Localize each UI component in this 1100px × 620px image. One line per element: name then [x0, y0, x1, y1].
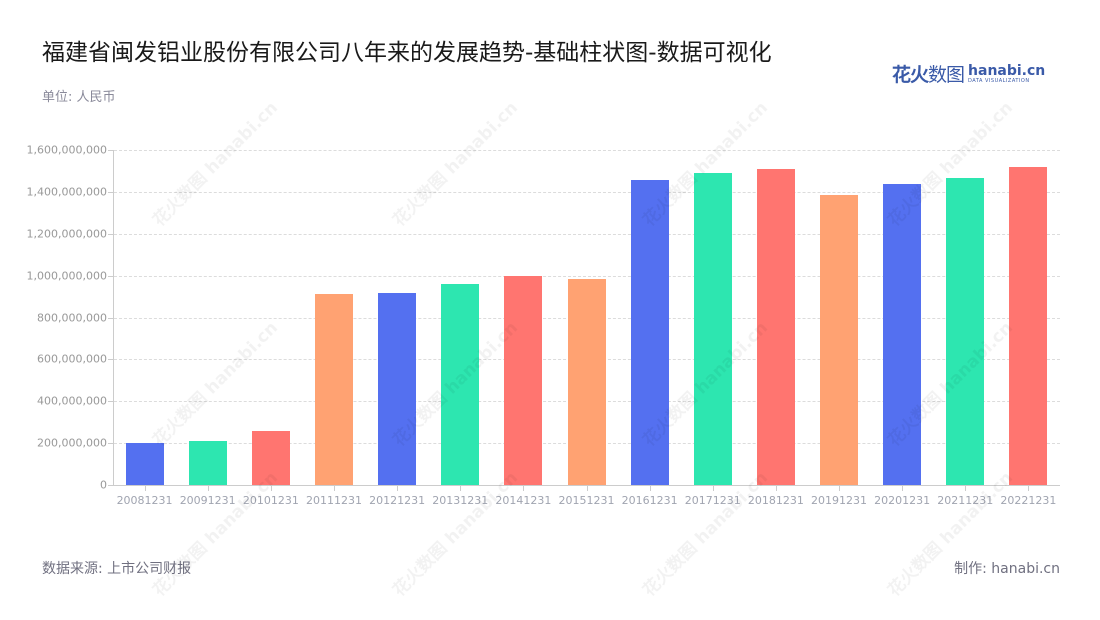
- bar-20101231[interactable]: [251, 430, 290, 485]
- y-tick-label: 1,000,000,000: [26, 269, 107, 283]
- y-tick-label: 1,400,000,000: [26, 185, 107, 199]
- y-tick-label: 0: [100, 478, 107, 492]
- x-tick-label: 20161231: [621, 494, 678, 507]
- x-tick-label: 20191231: [811, 494, 868, 507]
- y-tick-mark: [108, 443, 113, 444]
- gridline: [114, 192, 1060, 193]
- x-tick-mark: [839, 486, 840, 491]
- y-tick-mark: [108, 401, 113, 402]
- bar-20211231[interactable]: [946, 177, 985, 485]
- bar-20201231[interactable]: [883, 184, 922, 485]
- y-tick-label: 400,000,000: [37, 394, 107, 408]
- y-tick-mark: [108, 192, 113, 193]
- x-tick-label: 20181231: [747, 494, 804, 507]
- chart-title: 福建省闽发铝业股份有限公司八年来的发展趋势-基础柱状图-数据可视化: [42, 40, 772, 66]
- x-tick-mark: [271, 486, 272, 491]
- x-tick-label: 20211231: [937, 494, 994, 507]
- bar-20191231[interactable]: [820, 195, 859, 485]
- y-tick-label: 600,000,000: [37, 352, 107, 366]
- y-tick-mark: [108, 276, 113, 277]
- y-tick-mark: [108, 359, 113, 360]
- x-tick-mark: [523, 486, 524, 491]
- x-tick-label: 20111231: [305, 494, 362, 507]
- logo-cn-text: 花火数图: [892, 60, 965, 87]
- x-tick-label: 20091231: [179, 494, 236, 507]
- gridline: [114, 276, 1060, 277]
- x-tick-mark: [1028, 486, 1029, 491]
- x-tick-mark: [334, 486, 335, 491]
- x-tick-mark: [776, 486, 777, 491]
- hanabi-logo: 花火数图 hanabi.cn DATA VISUALIZATION: [892, 60, 1045, 87]
- y-tick-mark: [108, 318, 113, 319]
- y-tick-mark: [108, 485, 113, 486]
- y-tick-mark: [108, 150, 113, 151]
- y-tick-label: 1,600,000,000: [26, 143, 107, 157]
- bar-20181231[interactable]: [756, 169, 795, 485]
- y-tick-label: 800,000,000: [37, 311, 107, 325]
- unit-label: 单位: 人民币: [42, 90, 116, 105]
- bar-20081231[interactable]: [125, 443, 164, 485]
- x-tick-label: 20201231: [874, 494, 931, 507]
- bar-20121231[interactable]: [378, 293, 417, 485]
- logo-cn-thin: 数图: [928, 64, 965, 86]
- bar-20221231[interactable]: [1009, 166, 1048, 485]
- maker-credit: 制作: hanabi.cn: [954, 561, 1060, 577]
- logo-en-sub: DATA VISUALIZATION: [968, 77, 1030, 84]
- x-tick-label: 20101231: [242, 494, 299, 507]
- x-tick-label: 20121231: [369, 494, 426, 507]
- x-tick-mark: [460, 486, 461, 491]
- x-tick-label: 20221231: [1000, 494, 1057, 507]
- x-tick-mark: [902, 486, 903, 491]
- bar-20131231[interactable]: [441, 284, 480, 485]
- x-tick-label: 20171231: [684, 494, 741, 507]
- bar-20091231[interactable]: [188, 441, 227, 485]
- y-tick-label: 1,200,000,000: [26, 227, 107, 241]
- bar-20141231[interactable]: [504, 276, 543, 485]
- y-axis-line: [113, 150, 114, 486]
- gridline: [114, 150, 1060, 151]
- x-tick-mark: [713, 486, 714, 491]
- logo-en-text: hanabi.cn DATA VISUALIZATION: [968, 64, 1045, 84]
- y-tick-label: 200,000,000: [37, 436, 107, 450]
- data-source-note: 数据来源: 上市公司财报: [42, 561, 192, 577]
- bar-20111231[interactable]: [314, 294, 353, 485]
- x-tick-label: 20081231: [116, 494, 173, 507]
- gridline: [114, 234, 1060, 235]
- x-tick-label: 20151231: [558, 494, 615, 507]
- x-tick-mark: [650, 486, 651, 491]
- x-tick-mark: [208, 486, 209, 491]
- logo-en-main: hanabi.cn: [968, 62, 1046, 79]
- bar-20151231[interactable]: [567, 279, 606, 485]
- bar-20171231[interactable]: [693, 173, 732, 485]
- bar-20161231[interactable]: [630, 180, 669, 485]
- y-tick-mark: [108, 234, 113, 235]
- x-tick-mark: [587, 486, 588, 491]
- logo-cn-bold: 花火: [892, 64, 929, 86]
- x-tick-label: 20141231: [495, 494, 552, 507]
- x-axis-line: [113, 485, 1060, 486]
- x-tick-mark: [145, 486, 146, 491]
- x-tick-mark: [965, 486, 966, 491]
- x-tick-label: 20131231: [432, 494, 489, 507]
- x-tick-mark: [397, 486, 398, 491]
